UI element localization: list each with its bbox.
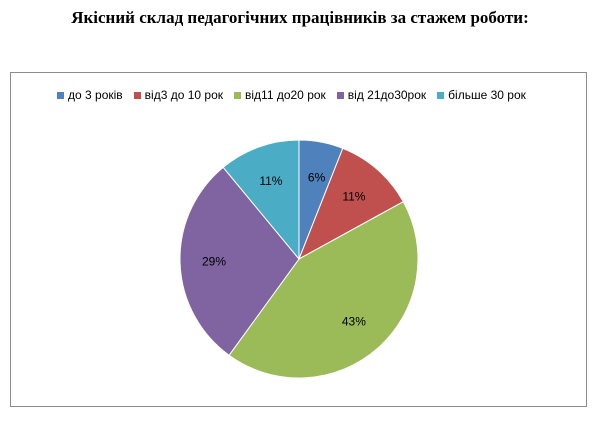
chart-area: до 3 років від3 до 10 рок від11 до20 рок… — [10, 72, 587, 407]
legend-item-1: від3 до 10 рок — [133, 88, 223, 102]
page-title: Якісний склад педагогічних працівників з… — [71, 8, 529, 27]
chart-legend: до 3 років від3 до 10 рок від11 до20 рок… — [57, 87, 526, 103]
pie-data-label-0: 6% — [308, 171, 326, 185]
legend-label-1: від3 до 10 рок — [144, 88, 223, 102]
pie-chart: 6% 11% 43% 29% 11% — [179, 139, 419, 379]
legend-swatch-2 — [234, 91, 241, 99]
pie-slice-2 — [228, 200, 419, 379]
legend-item-4: більше 30 рок — [437, 88, 526, 102]
legend-label-2: від11 до20 рок — [245, 88, 326, 102]
pie-slice-3 — [179, 166, 300, 356]
legend-item-3: від 21до30рок — [336, 88, 427, 102]
pie-slice-1 — [298, 147, 404, 261]
legend-label-0: до 3 років — [68, 88, 123, 102]
pie-data-label-2: 43% — [342, 314, 366, 328]
legend-swatch-1 — [133, 91, 141, 99]
pie-slice-4 — [222, 139, 300, 261]
legend-swatch-0 — [57, 91, 64, 99]
legend-label-4: більше 30 рок — [448, 88, 526, 102]
legend-item-2: від11 до20 рок — [234, 88, 326, 102]
legend-label-3: від 21до30рок — [347, 88, 427, 102]
pie-data-label-3: 29% — [202, 255, 226, 269]
legend-swatch-3 — [336, 91, 344, 99]
pie-data-label-1: 11% — [342, 190, 365, 204]
legend-swatch-4 — [437, 91, 445, 99]
pie-data-label-4: 11% — [259, 174, 282, 188]
legend-item-0: до 3 років — [57, 88, 123, 102]
